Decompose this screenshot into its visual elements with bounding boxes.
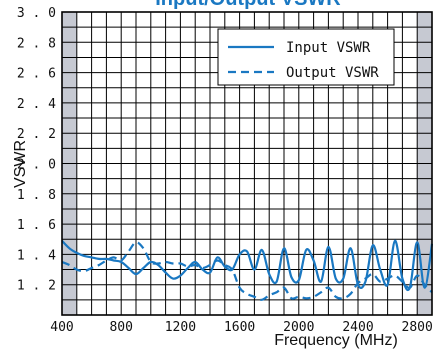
x-tick-label: 2800 — [402, 320, 433, 335]
y-tick-label: 2 . 4 — [17, 97, 56, 112]
y-tick-label: 2 . 8 — [17, 36, 56, 51]
series-lines — [61, 239, 433, 301]
legend-box — [217, 28, 395, 86]
y-tick-labels: 1 . 2 1 . 4 1 . 6 1 . 8 2 . 0 2 . 2 2 . 4 2 . 6… — [17, 6, 56, 294]
legend: Input VSWR Output VSWR — [217, 28, 395, 86]
legend-label-output: Output VSWR — [286, 65, 379, 81]
legend-label-input: Input VSWR — [286, 40, 371, 56]
x-tick-label: 1200 — [165, 320, 196, 335]
y-tick-label: 1 . 2 — [17, 279, 56, 294]
x-tick-label: 2000 — [283, 320, 314, 335]
x-tick-label: 400 — [50, 320, 73, 335]
series-line-input-vswr — [61, 239, 433, 292]
y-tick-label: 2 . 6 — [17, 67, 56, 82]
x-tick-label: 1600 — [224, 320, 255, 335]
y-tick-label: 2 . 0 — [17, 158, 56, 173]
y-tick-label: 1 . 4 — [17, 248, 56, 263]
y-tick-label: 1 . 8 — [17, 188, 56, 203]
series-line-output-vswr — [61, 241, 433, 301]
chart-title: Input/Output VSWR — [155, 0, 341, 10]
y-tick-label: 1 . 6 — [17, 218, 56, 233]
x-tick-labels: 400 800 1200 1600 2000 2400 2800 — [50, 320, 433, 335]
plot-frame — [61, 11, 433, 316]
x-tick-label: 2400 — [342, 320, 373, 335]
y-tick-label: 2 . 2 — [17, 127, 56, 142]
y-tick-label: 3 . 0 — [17, 6, 56, 21]
y-axis-label: VSWR — [12, 140, 29, 188]
x-axis-label: Frequency (MHz) — [274, 332, 398, 349]
x-tick-label: 800 — [109, 320, 132, 335]
